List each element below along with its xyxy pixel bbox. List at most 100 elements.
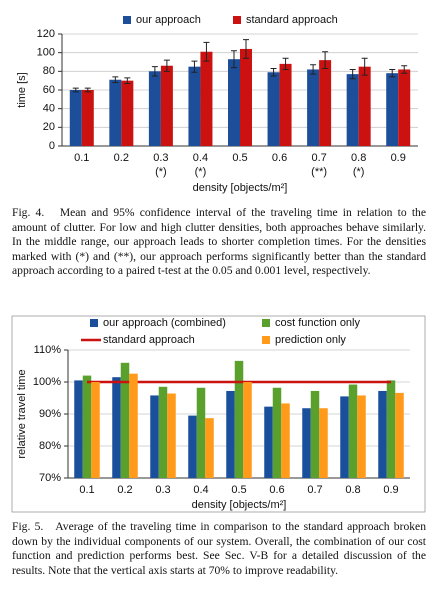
- caption: Fig. 4. Mean and 95% confidence interval…: [12, 206, 429, 278]
- y-tick-label: 80: [43, 65, 55, 77]
- error-bar: [322, 51, 329, 70]
- error-bar: [231, 50, 237, 69]
- x-axis-label: density [objects/m²]: [192, 499, 287, 511]
- bar: [310, 390, 320, 478]
- error-bar: [389, 68, 396, 78]
- bar: [240, 48, 252, 146]
- y-tick-label: 120: [37, 28, 55, 40]
- bar: [348, 384, 358, 478]
- x-tick-label: 0.2: [114, 152, 129, 164]
- x-axis-label: density [objects/m²]: [193, 182, 288, 194]
- error-bar: [112, 76, 119, 84]
- legend-swatch: [262, 336, 270, 344]
- error-bar: [151, 66, 158, 77]
- y-tick-label: 0: [49, 140, 55, 152]
- legend-label: standard approach: [103, 334, 195, 346]
- bar: [148, 71, 161, 146]
- bar: [196, 387, 206, 478]
- bar: [267, 72, 280, 146]
- legend-swatch: [123, 16, 131, 24]
- x-tick-label: 0.4: [193, 152, 208, 164]
- bar: [188, 66, 201, 146]
- bar: [386, 380, 396, 478]
- error-bar: [124, 77, 131, 84]
- bar: [357, 395, 366, 478]
- error-bar: [72, 87, 79, 93]
- bar: [129, 373, 138, 478]
- y-tick-label: 20: [43, 121, 55, 133]
- bar: [109, 79, 122, 146]
- figure-frame: [11, 315, 426, 513]
- bar: [82, 375, 92, 478]
- x-tick-label: 0.1: [74, 152, 89, 164]
- bar: [398, 69, 411, 146]
- bar: [346, 74, 359, 146]
- legend-label: prediction only: [275, 334, 346, 346]
- y-tick-label: 70%: [39, 472, 61, 484]
- x-tick-label: 0.4: [193, 484, 208, 496]
- bar: [81, 90, 94, 146]
- legend-label: cost function only: [275, 317, 360, 329]
- error-bar: [401, 65, 408, 74]
- legend-swatch: [262, 319, 270, 327]
- error-bar: [361, 57, 368, 76]
- bar: [272, 387, 282, 478]
- x-tick-label: 0.1: [79, 484, 94, 496]
- x-tick-label: 0.5: [232, 152, 247, 164]
- bar: [150, 395, 159, 478]
- category-note: (*): [195, 166, 207, 178]
- bar: [226, 390, 235, 478]
- bar: [158, 386, 168, 478]
- error-bar: [163, 59, 170, 72]
- legend-label: our approach (combined): [103, 317, 226, 329]
- bar: [120, 362, 130, 478]
- x-tick-label: 0.7: [311, 152, 326, 164]
- x-tick-label: 0.9: [391, 152, 406, 164]
- x-tick-label: 0.3: [155, 484, 170, 496]
- legend-label: our approach: [136, 14, 201, 26]
- bar: [160, 65, 173, 146]
- bar: [319, 408, 328, 478]
- bar: [243, 382, 252, 478]
- error-bar: [203, 41, 210, 62]
- caption: Fig. 5. Average of the traveling time in…: [12, 520, 429, 577]
- y-tick-label: 100%: [33, 376, 61, 388]
- bar: [395, 392, 404, 478]
- bar: [264, 406, 273, 478]
- error-bar: [282, 57, 289, 70]
- bar: [307, 69, 320, 146]
- category-note: (**): [311, 166, 327, 178]
- bar: [69, 90, 82, 146]
- y-axis-label: time [s]: [16, 72, 28, 107]
- y-tick-label: 40: [43, 103, 55, 115]
- bar: [228, 59, 240, 147]
- bar: [234, 360, 244, 478]
- x-tick-label: 0.7: [307, 484, 322, 496]
- bar: [91, 382, 100, 478]
- error-bar: [191, 60, 198, 73]
- x-tick-label: 0.6: [272, 152, 287, 164]
- x-tick-label: 0.8: [351, 152, 366, 164]
- bar: [340, 396, 349, 478]
- x-tick-label: 0.9: [383, 484, 398, 496]
- bar: [281, 403, 290, 478]
- error-bar: [270, 68, 277, 77]
- bar: [386, 73, 399, 146]
- bar: [74, 380, 83, 478]
- category-note: (*): [353, 166, 365, 178]
- category-note: (*): [155, 166, 167, 178]
- y-tick-label: 100: [37, 47, 55, 59]
- error-bar: [84, 87, 91, 93]
- error-bar: [349, 68, 356, 80]
- x-tick-label: 0.5: [231, 484, 246, 496]
- error-bar: [243, 39, 249, 59]
- bar: [378, 390, 387, 478]
- bar: [205, 418, 214, 478]
- legend-label: standard approach: [246, 14, 338, 26]
- x-tick-label: 0.6: [269, 484, 284, 496]
- y-tick-label: 110%: [34, 344, 62, 356]
- x-tick-label: 0.3: [153, 152, 168, 164]
- bar: [200, 51, 213, 146]
- x-tick-label: 0.2: [117, 484, 132, 496]
